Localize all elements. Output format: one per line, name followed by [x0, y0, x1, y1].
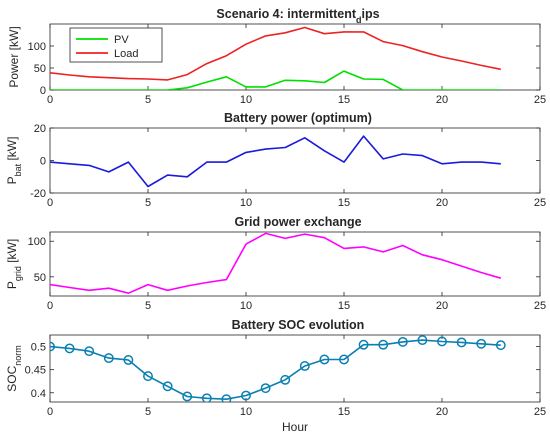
data-point: [476, 338, 487, 349]
series-line: [50, 135, 501, 188]
data-point: [50, 341, 55, 352]
subplot-1: 0 5 10 15 20 25 0 50 100 Scenario 4: intermittent…: [7, 7, 546, 106]
series-line: [50, 339, 501, 401]
y-tick-label: 0: [40, 85, 46, 97]
data-point: [241, 390, 251, 401]
x-tick-label: 15: [338, 406, 350, 418]
y-tick-label: -20: [30, 188, 46, 200]
x-tick-label: 0: [47, 94, 53, 106]
plot-area: [50, 135, 501, 188]
y-tick-label: 100: [28, 236, 46, 248]
x-tick-label: 5: [145, 197, 151, 209]
plot-area: [50, 232, 502, 295]
axes-box: [49, 231, 541, 297]
x-tick-label: 25: [534, 197, 546, 209]
y-tick-label: 0.4: [31, 388, 46, 400]
x-tick-label: 10: [240, 94, 252, 106]
data-point: [280, 374, 291, 385]
data-point: [103, 353, 114, 364]
data-point: [182, 391, 193, 402]
data-point: [397, 336, 408, 347]
y-tick-label: 0.45: [25, 365, 46, 377]
y-tick-label: 50: [34, 272, 46, 284]
subplot-title: Battery power (optimum): [224, 111, 372, 125]
plot-area: [50, 26, 501, 90]
y-axis-label: SOCnorm: [5, 345, 23, 392]
y-tick-label: 100: [28, 41, 46, 53]
axes-box: [49, 334, 541, 403]
data-point: [437, 336, 447, 347]
data-point: [260, 383, 271, 394]
x-tick-label: 20: [436, 406, 448, 418]
x-tick-label: 25: [534, 300, 546, 312]
data-point: [378, 339, 389, 350]
subplot-title: Scenario 4: intermittentdips: [216, 7, 379, 25]
data-point: [221, 394, 232, 402]
data-point: [358, 339, 369, 350]
x-tick-label: 5: [145, 406, 151, 418]
data-point: [339, 354, 349, 365]
axes-box: [49, 127, 541, 194]
plot-area: [50, 335, 506, 402]
y-axis-label: Pgrid [kW]: [5, 239, 23, 289]
subplot-4: 0 5 10 15 20 25 0.4 0.45 0.5 Battery SOC evolutio…: [5, 318, 546, 434]
data-point: [64, 343, 75, 354]
series-line-pv: [50, 70, 501, 90]
x-tick-label: 20: [436, 94, 448, 106]
series-line-load: [50, 26, 501, 81]
data-point: [456, 337, 467, 348]
data-point: [84, 346, 95, 357]
x-tick-label: 15: [338, 94, 350, 106]
x-tick-label: 10: [240, 300, 252, 312]
legend-box: [69, 27, 163, 63]
x-tick-label: 20: [436, 197, 448, 209]
data-point: [299, 361, 310, 371]
subplot-title: Battery SOC evolution: [232, 318, 365, 332]
x-tick-label: 5: [145, 94, 151, 106]
data-point: [417, 335, 428, 346]
y-tick-label: 50: [34, 63, 46, 75]
x-tick-label: 0: [47, 300, 53, 312]
series-line: [50, 232, 502, 295]
data-point: [495, 340, 506, 351]
legend-label: Load: [114, 48, 138, 60]
data-point: [319, 354, 330, 365]
x-tick-label: 25: [534, 406, 546, 418]
y-axis-label: Power [kW]: [7, 26, 21, 87]
data-point: [162, 381, 173, 392]
legend-label: PV: [114, 34, 129, 46]
y-axis-label: Pbat [kW]: [5, 137, 23, 185]
x-axis-label: Hour: [282, 420, 308, 434]
x-tick-label: 25: [534, 94, 546, 106]
data-point: [123, 355, 134, 365]
subplot-title: Grid power exchange: [234, 215, 361, 229]
x-tick-label: 0: [47, 197, 53, 209]
x-tick-label: 10: [240, 406, 252, 418]
x-tick-label: 15: [338, 300, 350, 312]
x-tick-label: 15: [338, 197, 350, 209]
subplot-3: 0 5 10 15 20 25 50 100 Grid power exchange Pgrid …: [5, 215, 546, 312]
y-tick-label: 0: [40, 156, 46, 168]
x-tick-label: 10: [240, 197, 252, 209]
x-tick-label: 0: [47, 406, 53, 418]
data-point: [201, 393, 212, 402]
legend: PV Load: [69, 27, 163, 63]
y-tick-label: 0.5: [31, 342, 46, 354]
x-tick-label: 5: [145, 300, 151, 312]
y-tick-label: 20: [34, 123, 46, 135]
x-tick-label: 20: [436, 300, 448, 312]
data-point: [143, 371, 153, 382]
